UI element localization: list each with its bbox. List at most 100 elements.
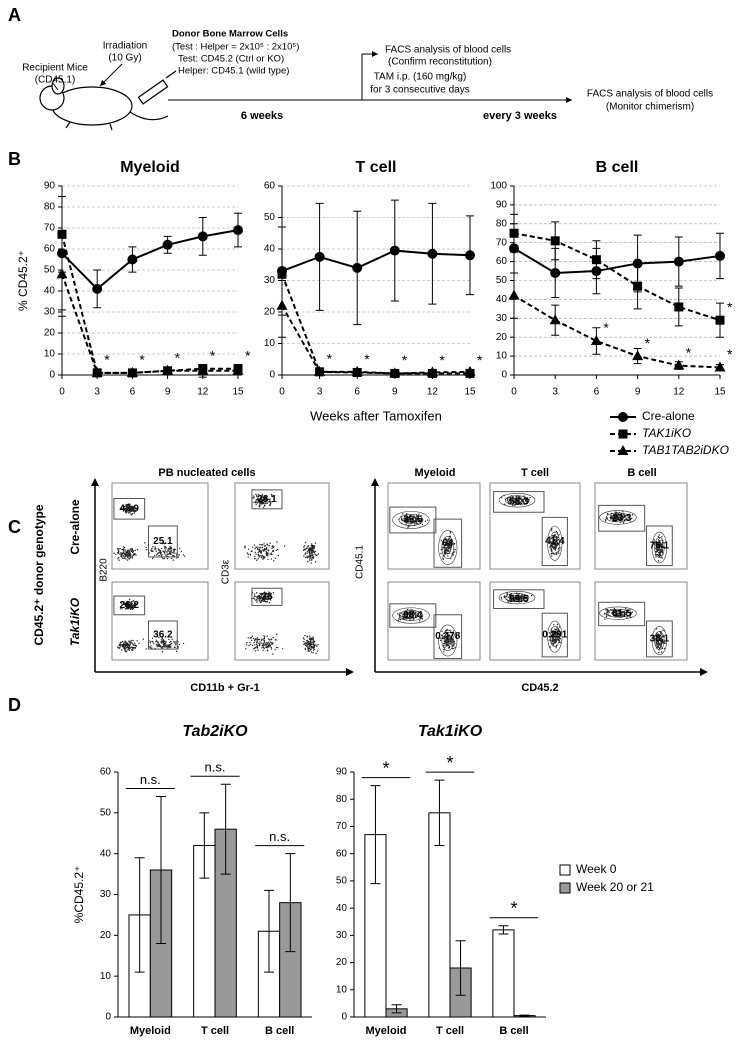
event-dot xyxy=(127,556,129,559)
event-dot xyxy=(132,604,134,607)
event-dot xyxy=(553,636,555,638)
event-dot xyxy=(170,552,172,554)
event-dot xyxy=(260,642,262,644)
event-dot xyxy=(558,552,560,555)
marker xyxy=(389,367,401,378)
event-dot xyxy=(660,651,663,653)
marker xyxy=(314,365,326,376)
event-dot xyxy=(612,516,614,519)
event-dot xyxy=(303,546,305,548)
event-dot xyxy=(254,551,256,554)
event-dot xyxy=(178,547,181,549)
event-dot xyxy=(272,653,274,655)
annotation: Donor Bone Marrow Cells xyxy=(172,29,288,40)
gate-value: 23.3 xyxy=(612,513,632,524)
event-dot xyxy=(169,548,171,550)
event-dot xyxy=(303,643,306,645)
group-title: PB nucleated cells xyxy=(158,467,255,479)
event-dot xyxy=(276,548,279,551)
contour xyxy=(404,516,418,524)
event-dot xyxy=(120,507,123,510)
event-dot xyxy=(258,502,261,504)
panel-label: B xyxy=(8,149,21,169)
event-dot xyxy=(444,631,447,634)
event-dot xyxy=(523,497,526,499)
event-dot xyxy=(442,546,444,549)
event-dot xyxy=(622,522,625,524)
event-dot xyxy=(257,553,260,556)
gate xyxy=(251,489,283,510)
event-dot xyxy=(249,641,251,644)
event-dot xyxy=(122,646,124,648)
event-dot xyxy=(557,639,559,641)
event-dot xyxy=(304,556,307,559)
event-dot xyxy=(175,642,177,645)
event-dot xyxy=(255,503,257,506)
event-dot xyxy=(170,646,172,648)
event-dot xyxy=(506,592,508,594)
event-dot xyxy=(271,547,273,550)
event-dot xyxy=(416,516,418,518)
event-dot xyxy=(133,602,136,605)
event-dot xyxy=(149,642,152,644)
event-dot xyxy=(125,509,128,512)
event-dot xyxy=(559,549,561,551)
event-dot xyxy=(152,546,154,548)
event-dot xyxy=(625,517,628,519)
event-dot xyxy=(134,508,137,510)
event-dot xyxy=(516,596,519,599)
event-dot xyxy=(247,637,249,639)
event-dot xyxy=(165,641,167,643)
event-dot xyxy=(442,636,445,638)
event-dot xyxy=(658,651,660,654)
y-tick-label: 0 xyxy=(501,370,507,381)
event-dot xyxy=(123,552,125,555)
event-dot xyxy=(655,541,658,543)
event-dot xyxy=(158,636,160,639)
event-dot xyxy=(524,498,527,500)
contour xyxy=(438,529,458,565)
event-dot xyxy=(559,547,561,549)
marker xyxy=(92,283,103,294)
event-dot xyxy=(263,504,266,507)
contour xyxy=(651,531,668,564)
event-dot xyxy=(522,598,525,601)
event-dot xyxy=(550,529,553,531)
event-dot xyxy=(514,504,516,507)
event-dot xyxy=(419,615,421,618)
gate xyxy=(113,497,146,520)
flow-plot xyxy=(489,482,581,570)
event-dot xyxy=(120,607,122,609)
flow-plot xyxy=(594,482,688,570)
marker xyxy=(389,245,400,256)
marker xyxy=(618,429,628,439)
gate xyxy=(493,491,545,513)
event-dot xyxy=(131,556,133,558)
event-dot xyxy=(303,638,305,640)
event-dot xyxy=(263,598,265,601)
event-dot xyxy=(306,555,308,557)
y-tick-label: 50 xyxy=(100,807,112,818)
event-dot xyxy=(121,649,123,651)
event-dot xyxy=(304,634,306,637)
event-dot xyxy=(555,636,558,638)
event-dot xyxy=(173,550,175,553)
event-dot xyxy=(173,640,175,643)
event-dot xyxy=(258,597,260,599)
event-dot xyxy=(260,639,263,642)
gate-value: 64 xyxy=(442,538,454,549)
event-dot xyxy=(403,516,406,518)
event-dot xyxy=(304,644,307,647)
event-dot xyxy=(622,511,624,513)
event-dot xyxy=(130,603,133,606)
arrow xyxy=(51,81,59,91)
event-dot xyxy=(134,510,136,512)
event-dot xyxy=(121,607,124,609)
event-dot xyxy=(255,559,258,561)
event-dot xyxy=(449,532,452,534)
event-dot xyxy=(269,597,272,599)
event-dot xyxy=(130,506,133,509)
event-dot xyxy=(442,557,444,559)
event-dot xyxy=(272,636,274,639)
y-tick-label: 60 xyxy=(100,767,112,778)
